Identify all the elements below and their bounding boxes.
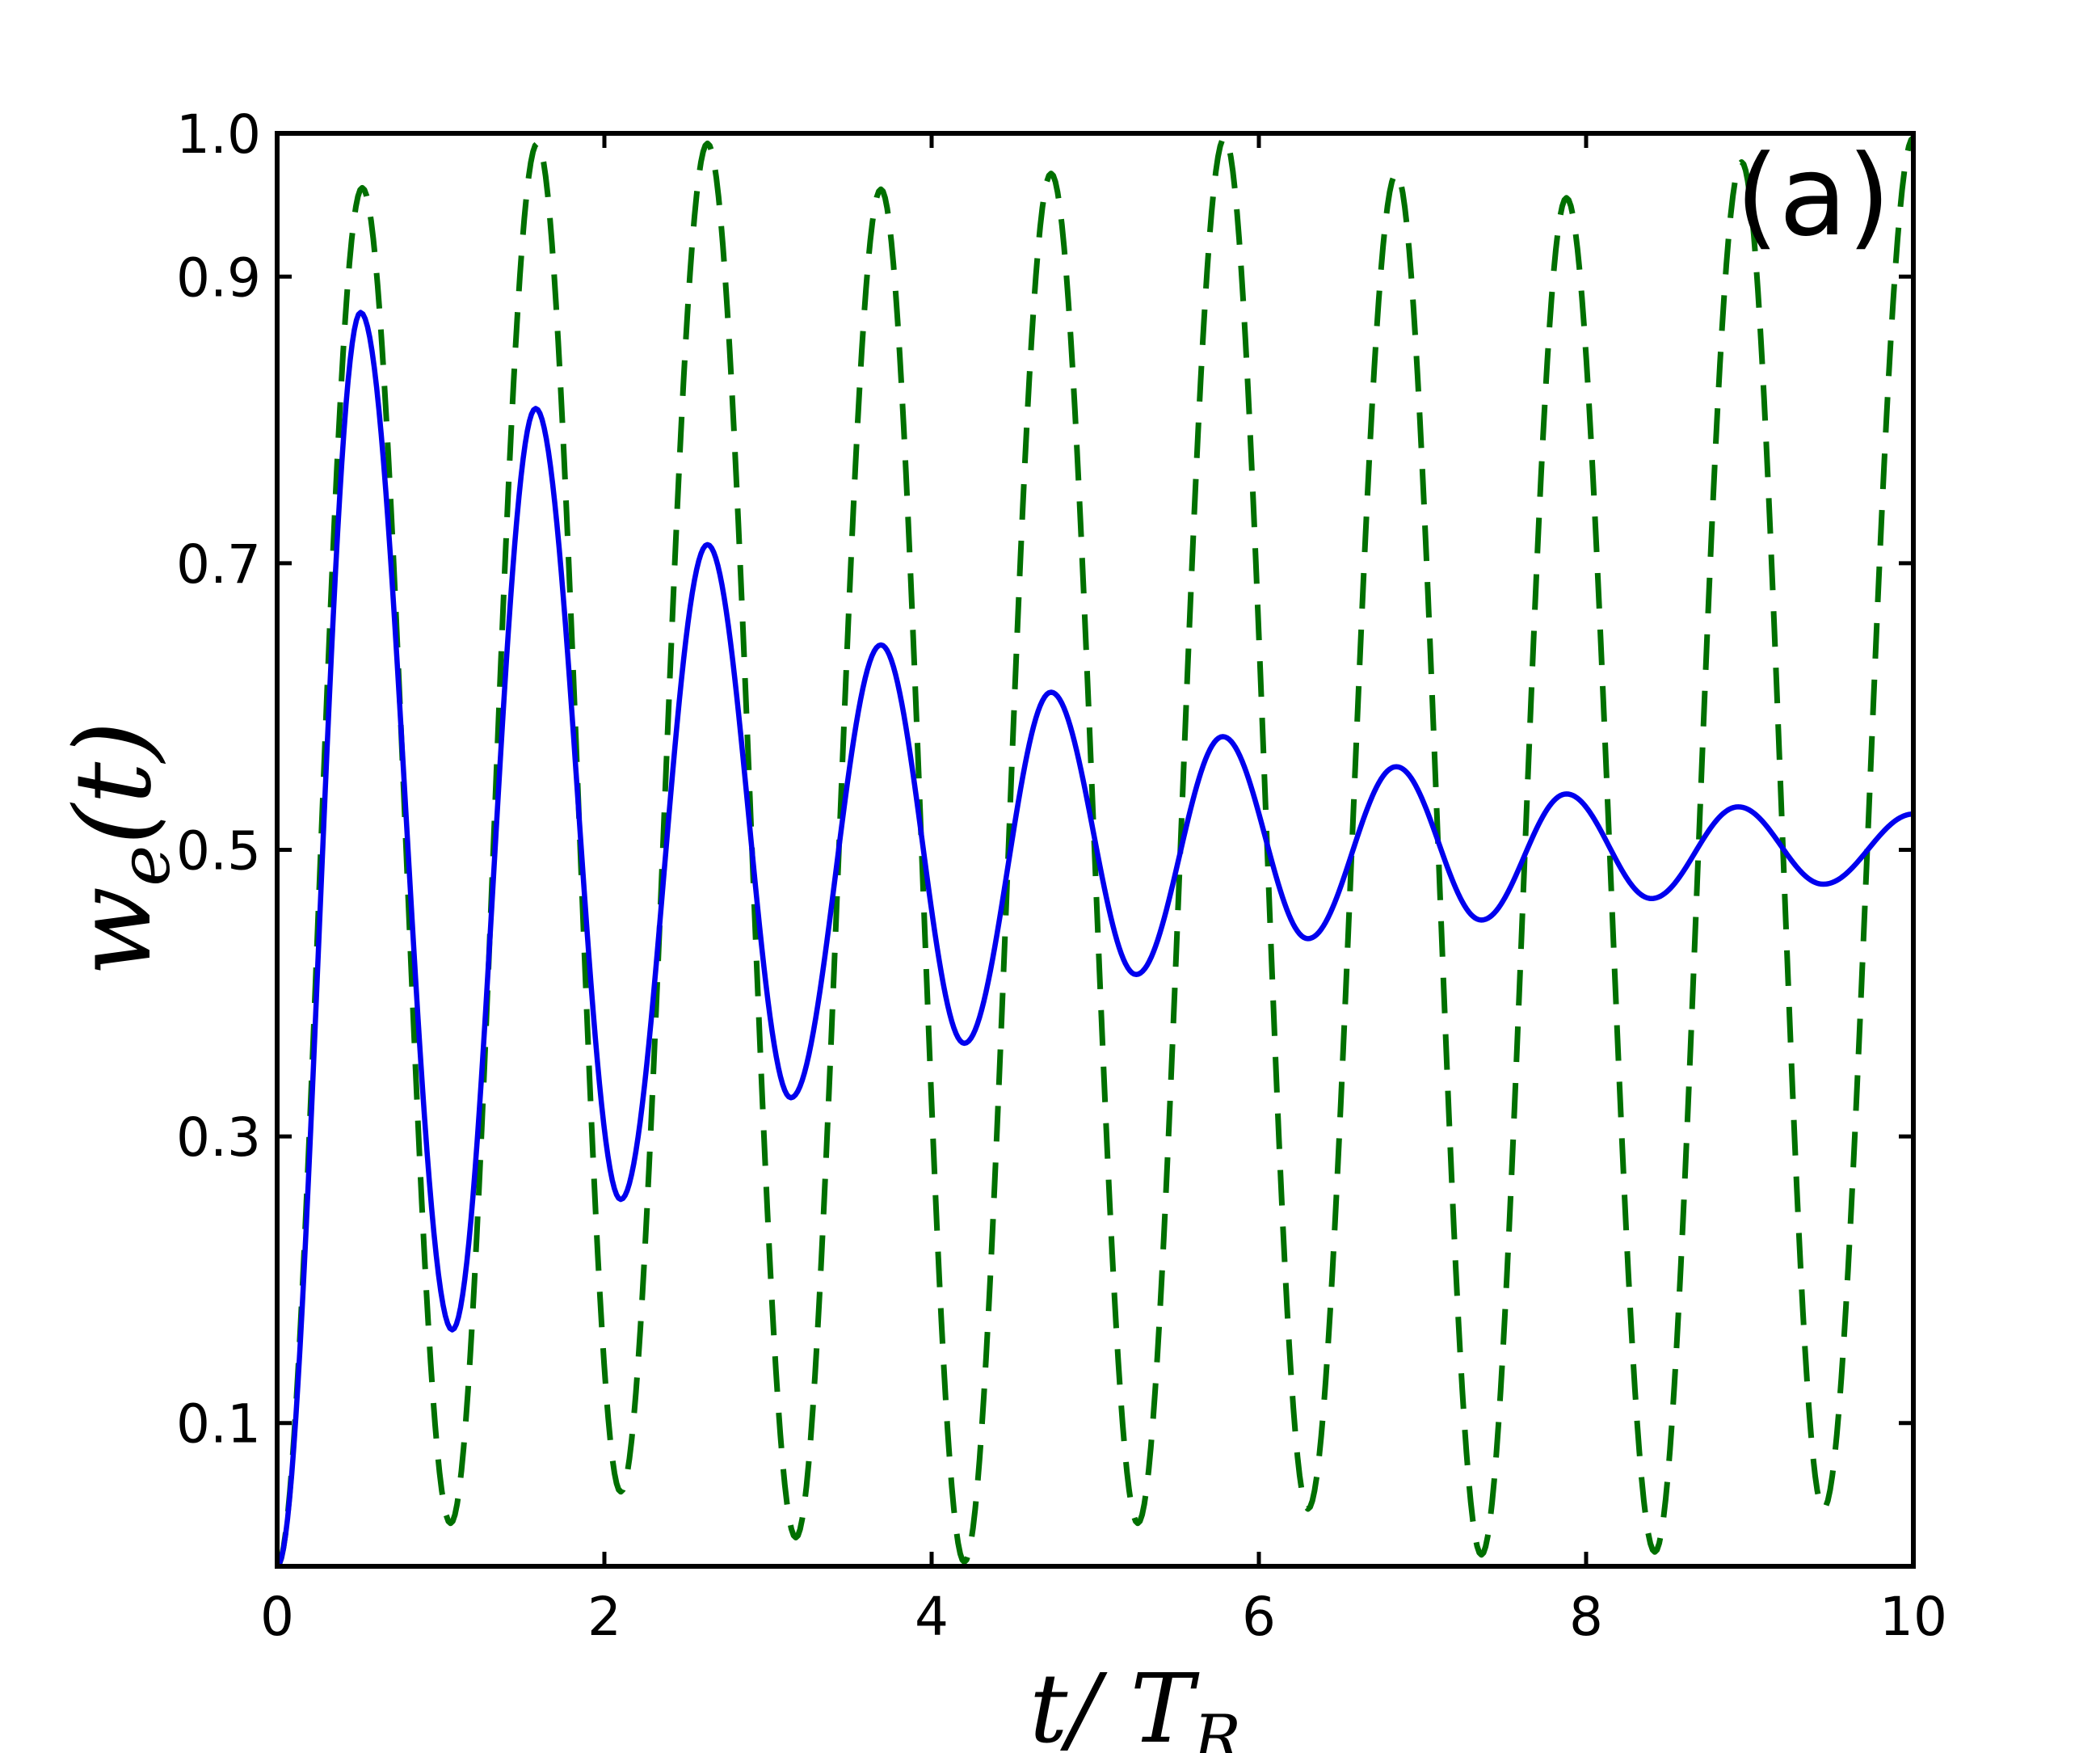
tick-label-layer: 0 2 4 6 8 10 0.1 0.3 0.5 0.7 0.9 1.0 bbox=[176, 103, 1947, 1648]
y-axis-title-main: w bbox=[52, 887, 175, 976]
y-axis-title-subscript: e bbox=[105, 845, 186, 887]
x-axis-title: t/ TR bbox=[1029, 1653, 1241, 1753]
y-tick-label: 0.5 bbox=[176, 820, 261, 883]
x-tick-label: 10 bbox=[1879, 1586, 1947, 1648]
y-axis-title-args: (t) bbox=[52, 721, 175, 845]
x-axis-title-subscript: R bbox=[1192, 1702, 1241, 1753]
y-tick-label: 0.9 bbox=[176, 247, 261, 309]
x-axis-title-main: t/ T bbox=[1029, 1653, 1200, 1753]
x-tick-label: 0 bbox=[260, 1586, 294, 1648]
series-line-solid bbox=[277, 310, 1913, 1566]
y-tick-label: 1.0 bbox=[176, 103, 261, 166]
y-axis-title: we(t) bbox=[52, 721, 186, 976]
panel-label: (a) bbox=[1736, 131, 1891, 261]
x-tick-label: 4 bbox=[915, 1586, 949, 1648]
y-tick-label: 0.7 bbox=[176, 533, 261, 596]
x-tick-label: 2 bbox=[587, 1586, 621, 1648]
y-tick-label: 0.1 bbox=[176, 1393, 261, 1456]
y-tick-label: 0.3 bbox=[176, 1106, 261, 1169]
tick-layer bbox=[275, 131, 1916, 1566]
x-tick-label: 6 bbox=[1242, 1586, 1276, 1648]
series-layer bbox=[277, 134, 1913, 1566]
x-tick-label: 8 bbox=[1569, 1586, 1603, 1648]
